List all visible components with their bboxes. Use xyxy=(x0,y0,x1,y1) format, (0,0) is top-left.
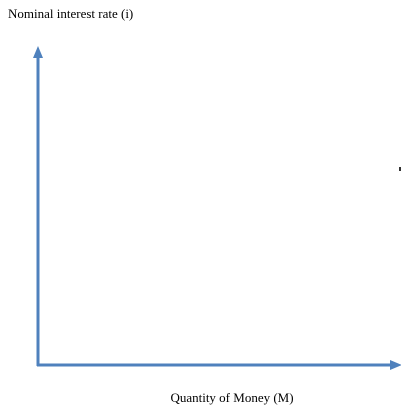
x-axis-label: Quantity of Money (M) xyxy=(170,390,293,405)
x-axis-arrow xyxy=(390,360,401,370)
y-axis-arrow xyxy=(33,46,43,58)
edge-mark xyxy=(399,167,401,171)
y-axis-label: Nominal interest rate (i) xyxy=(8,6,133,21)
